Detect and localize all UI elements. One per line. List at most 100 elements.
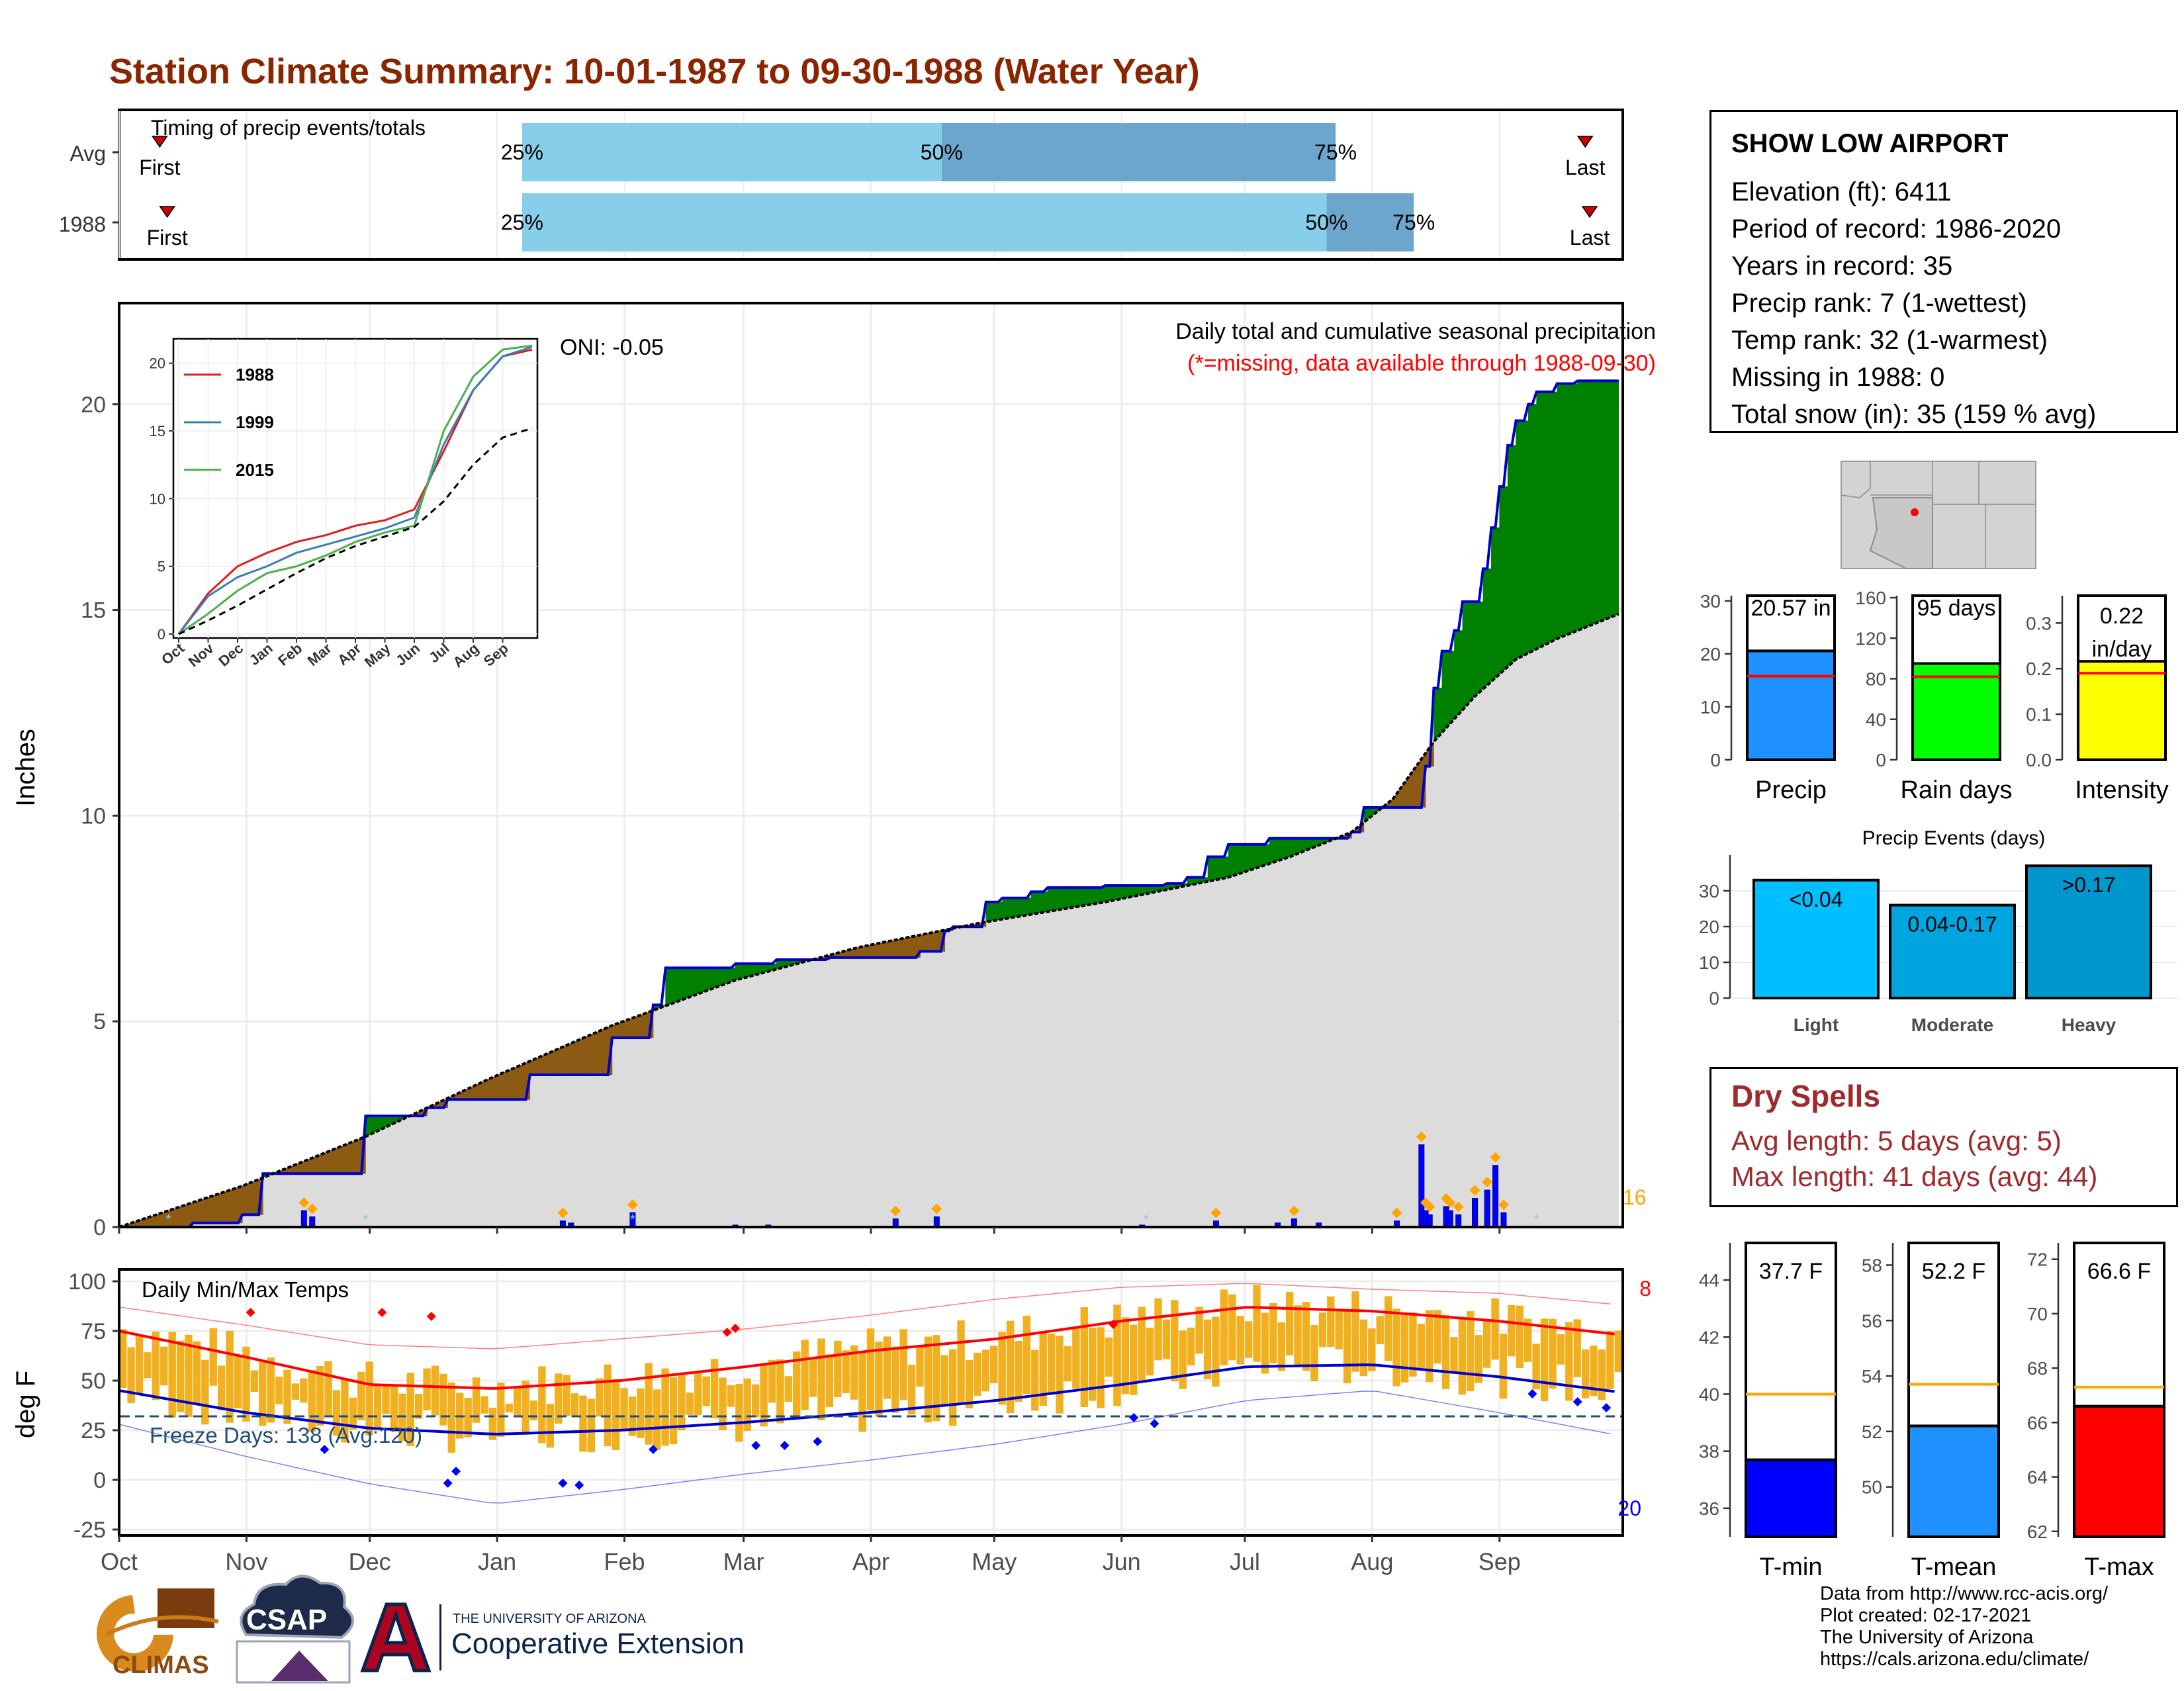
station-missing: Missing in 1988: 0 [1731,363,1945,392]
daily-temp-range-bar [332,1390,341,1436]
stat-y-tick-label: 0 [1876,750,1886,770]
daily-temp-range-bar [555,1373,563,1424]
record-high-marker [722,1328,732,1337]
precip-below-average-segment [591,1032,596,1075]
precip-below-average-segment [345,1142,349,1174]
daily-temp-range-bar [1228,1294,1236,1361]
timing-row-label-1988: 1988 [59,212,106,236]
daily-temp-range-bar [529,1400,538,1420]
stat-y-tick-label: 80 [1866,669,1886,690]
precip-below-average-segment [546,1052,551,1075]
precip-below-average-segment [197,1199,202,1224]
daily-temp-range-bar [957,1320,965,1404]
page-title: Station Climate Summary: 10-01-1987 to 0… [109,52,1200,91]
daily-temp-range-bar [1573,1319,1581,1377]
daily-precip-bar [1455,1214,1462,1228]
freeze-days-label: Freeze Days: 138 (Avg:120) [150,1423,422,1447]
precip-above-average-segment [1047,887,1052,912]
stat-y-tick-label: 66 [2027,1412,2048,1433]
precip-above-average-segment [1023,897,1028,916]
daily-temp-range-bar [1187,1327,1195,1366]
climas-logo-ring [105,1615,219,1637]
precip-above-average-segment [1211,856,1216,881]
station-period: Period of record: 1986-2020 [1731,214,2062,244]
daily-temp-range-bar [768,1359,776,1403]
daily-precip-diamond [1424,1201,1435,1212]
precip-below-average-segment [1413,764,1418,808]
footer-credits: Data from http://www.rcc-acis.org/ Plot … [1820,1583,2177,1670]
temp-y-tick-label: -25 [73,1518,106,1543]
daily-precip-diamond [890,1205,901,1216]
precip-below-average-segment [492,1075,498,1100]
daily-temp-range-bar [1064,1346,1072,1382]
stat-y-tick-label: 52 [1862,1422,1882,1442]
temp-y-tick-label: 100 [68,1269,106,1295]
daily-temp-range-bar [1540,1318,1549,1402]
precip-above-average-segment [1458,630,1463,715]
daily-temp-range-bar [1195,1306,1203,1354]
inset-y-tick-label: 15 [150,423,165,439]
daily-temp-range-bar [480,1396,488,1414]
precip-below-average-segment [903,937,909,958]
timing-first-marker [159,206,176,218]
daily-temp-range-bar [875,1342,883,1417]
precip-cumulative-line-1988 [119,379,1619,1228]
record-low-marker [780,1441,790,1450]
daily-temp-range-bar [373,1385,382,1429]
timing-q25-label: 25% [501,210,543,234]
precip-above-average-segment [1088,887,1093,905]
daily-temp-range-bar [283,1369,291,1424]
daily-temp-range-bar [694,1372,702,1416]
precip-above-average-segment [727,968,732,984]
precip-below-average-segment [1408,770,1414,808]
daily-temp-range-bar [907,1364,916,1415]
daily-temp-range-bar [1105,1337,1113,1377]
stat-y-tick-label: 56 [1862,1310,1882,1331]
timing-bar-q25-q50 [522,193,1327,251]
daily-temp-range-bar [1392,1308,1400,1387]
precip-below-average-segment [324,1151,329,1174]
daily-temp-range-bar [1015,1341,1023,1402]
daily-temp-range-bar [505,1403,513,1413]
daily-temp-range-bar [1203,1319,1212,1380]
daily-temp-range-bar [637,1388,645,1438]
snow-day-marker: * [1144,1211,1150,1228]
daily-temp-range-bar [686,1393,694,1415]
precip-below-average-segment [595,1030,600,1075]
precip-above-average-segment [1084,887,1089,906]
record-low-marker [1572,1397,1582,1406]
precip-below-average-segment [641,1013,645,1038]
csap-cloud [240,1575,355,1639]
ua-big-text: Cooperative Extension [451,1627,745,1660]
daily-temp-range-bar [604,1364,612,1447]
daily-temp-range-bar [1426,1310,1433,1383]
daily-temp-range-bar [1508,1304,1516,1357]
precip-above-average-segment [1565,383,1570,636]
record-max-line [118,1283,1611,1349]
precip-above-average-segment [1092,887,1097,905]
daily-temp-range-bar [669,1377,678,1445]
precip-above-average-segment [1471,601,1475,702]
daily-temp-range-bar [645,1363,653,1445]
record-low-marker [1150,1419,1160,1428]
month-tick-label: Feb [604,1548,645,1575]
precip-above-average-segment [706,968,711,991]
daily-temp-range-bar [1138,1306,1146,1383]
precip-below-average-segment [891,939,896,958]
events-bar-label: >0.17 [2062,873,2116,897]
month-tick-label: Jun [1103,1548,1141,1575]
stat-y-tick-label: 160 [1855,588,1886,608]
precip-above-average-segment [1536,391,1541,650]
precip-above-average-segment [735,963,740,981]
inset-legend-label: 2015 [236,460,274,480]
record-low-marker [751,1441,761,1450]
record-low-marker [443,1479,453,1488]
precip-below-average-segment [340,1144,345,1174]
daily-temp-range-bar [948,1349,957,1426]
daily-temp-range-bar [1343,1310,1351,1383]
precip-below-average-segment [226,1189,230,1224]
daily-precip-diamond [1391,1207,1402,1218]
month-tick-label: Dec [349,1548,391,1575]
daily-temp-range-bar [735,1383,743,1442]
precip-above-average-segment [1445,651,1451,729]
